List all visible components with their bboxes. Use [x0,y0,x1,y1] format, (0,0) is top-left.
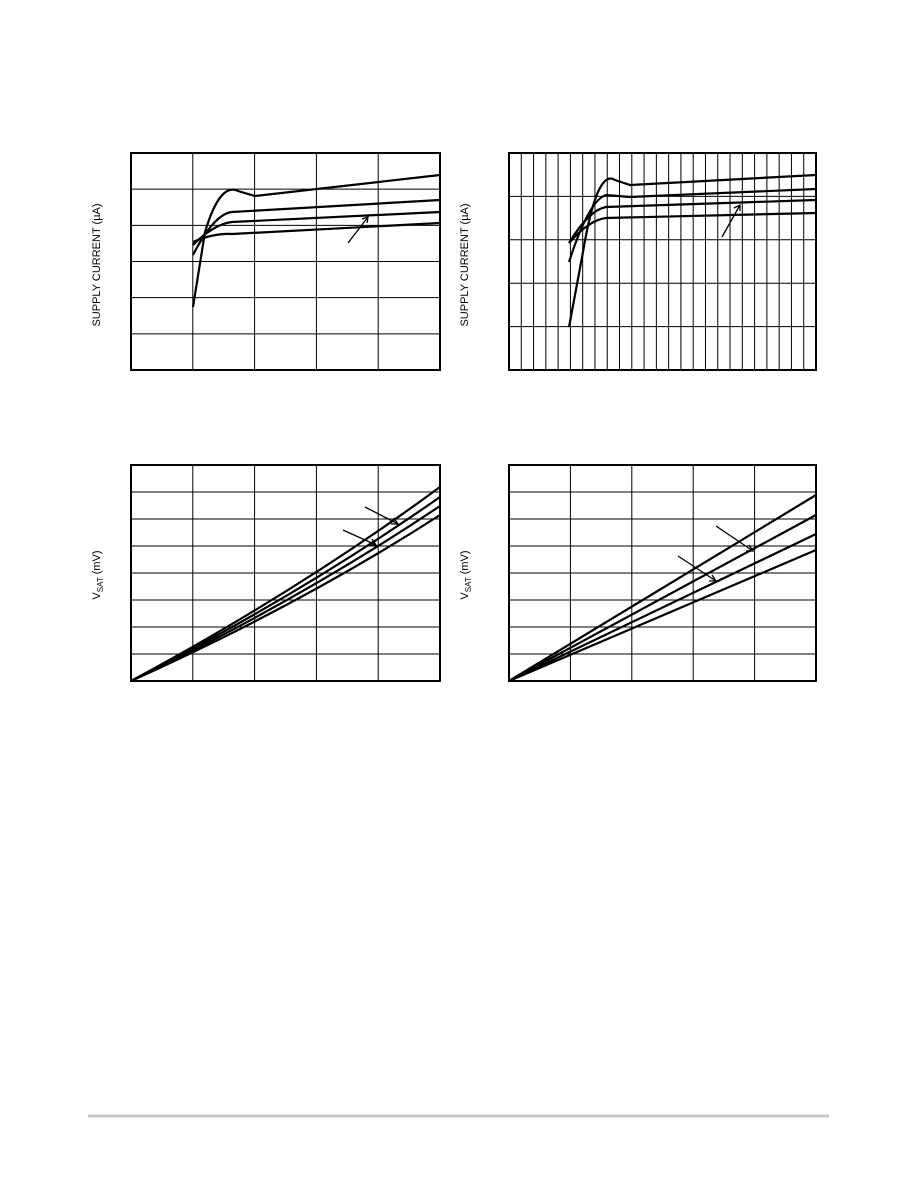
label-unit: (mV) [91,550,103,574]
curve [130,514,441,683]
curve [192,198,441,256]
curve [130,505,441,682]
y-axis-label: SUPPLY CURRENT (µA) [459,203,471,326]
arrow [715,525,755,552]
arrow [677,555,718,582]
grids [130,152,817,682]
chart-3-curves [130,486,441,683]
chart-1-curves [191,173,441,308]
chart-2-curves [567,173,817,328]
label-sub: SAT [96,577,105,592]
label-main: V [459,592,471,600]
arrow [347,216,369,244]
y-axis-label: SUPPLY CURRENT (µA) [91,203,103,326]
curve [191,173,441,308]
curve [508,533,817,682]
curve [567,187,817,263]
plot-frame [130,464,441,682]
plot-frame [508,464,817,682]
curve [508,514,817,682]
curve [568,198,817,244]
chart-4-curves [508,494,817,683]
arrow [721,203,741,238]
y-axis-label: VSAT (mV) [91,550,105,599]
plot-frame [130,152,441,371]
curve [568,211,817,244]
y-axis-label: VSAT (mV) [459,550,473,599]
curve [508,494,817,682]
curve [192,221,441,244]
label-sub: SAT [464,577,473,592]
curve [130,486,441,682]
plot-frame [508,152,817,371]
label-unit: (mV) [459,550,471,574]
curve [130,496,441,682]
arrow [364,506,400,525]
curve [508,548,817,683]
curve [567,173,817,328]
arrow [342,529,378,546]
label-main: V [91,592,103,600]
